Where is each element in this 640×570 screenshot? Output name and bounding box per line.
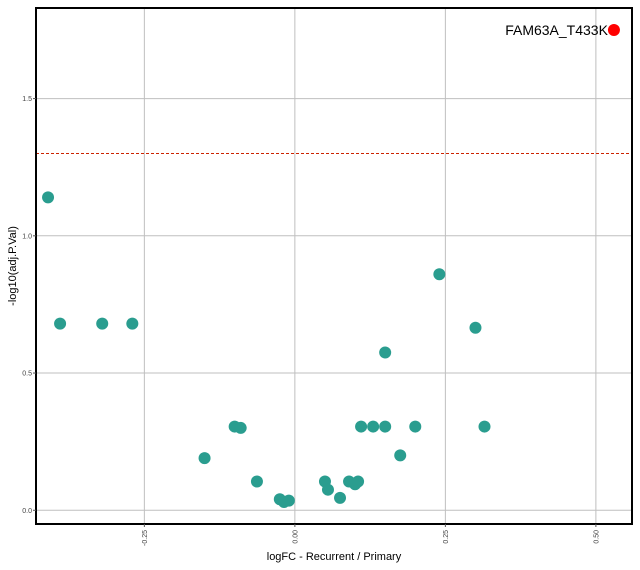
y-tick-label: 0.0: [22, 508, 32, 515]
data-points: [42, 23, 620, 509]
point-labels: FAM63A_T433K: [505, 22, 608, 38]
data-point: [250, 475, 263, 488]
data-point: [409, 420, 422, 433]
data-point: [96, 317, 109, 330]
data-point: [54, 317, 67, 330]
data-point: [352, 475, 365, 488]
data-point: [469, 321, 482, 334]
data-point-label: FAM63A_T433K: [505, 22, 608, 38]
data-point: [234, 421, 247, 434]
y-tick-label: 1.5: [22, 96, 32, 103]
data-point: [321, 483, 334, 496]
data-point: [367, 420, 380, 433]
x-tick-label: 0.50: [593, 530, 600, 544]
y-axis-ticks: 0.0 0.5 1.0 1.5: [22, 96, 36, 515]
data-point: [42, 191, 55, 204]
data-point: [379, 346, 392, 359]
data-point: [478, 420, 491, 433]
data-point: [379, 420, 392, 433]
x-tick-label: 0.25: [443, 530, 450, 544]
grid-lines: [36, 8, 632, 524]
y-axis-label: -log10(adj.P.Val): [7, 226, 19, 306]
data-point: [433, 268, 446, 281]
data-point: [126, 317, 139, 330]
x-tick-label: -0.25: [142, 530, 149, 546]
x-axis-label: logFC - Recurrent / Primary: [267, 551, 402, 563]
plot-frame: [35, 7, 633, 525]
data-point: [355, 420, 368, 433]
x-axis-ticks: -0.25 0.00 0.25 0.50: [142, 524, 600, 546]
x-tick-label: 0.00: [292, 530, 299, 544]
data-point: [198, 452, 211, 465]
data-point: [394, 449, 407, 462]
data-point: [334, 491, 347, 504]
y-tick-label: 0.5: [22, 371, 32, 378]
y-tick-label: 1.0: [22, 233, 32, 240]
data-point: [282, 494, 295, 507]
highlighted-data-point: [607, 23, 620, 36]
